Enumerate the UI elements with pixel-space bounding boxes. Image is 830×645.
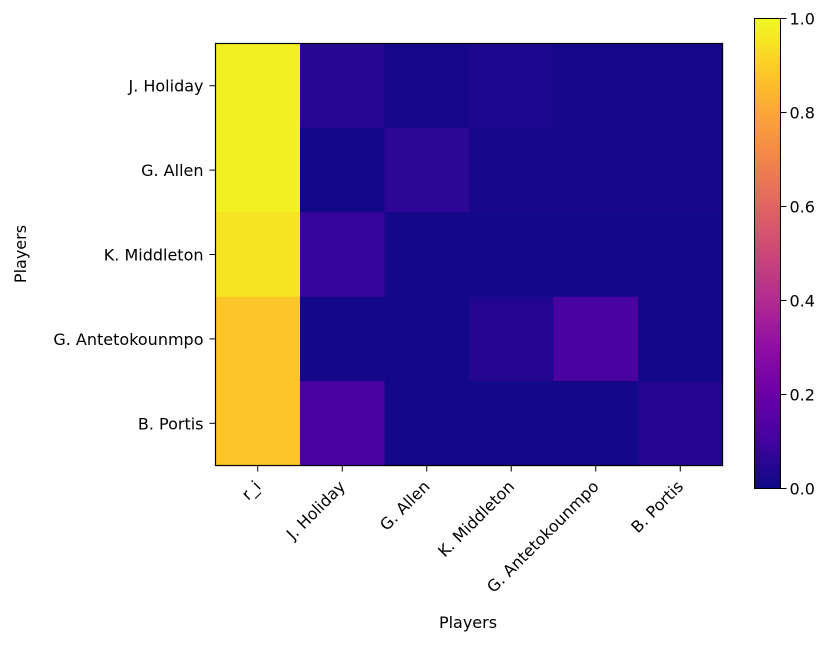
heatmap-cell [384, 43, 470, 129]
colorbar-tick-label: 1.0 [790, 10, 815, 29]
heatmap-cell [553, 296, 639, 382]
heatmap-cell [638, 212, 724, 298]
colorbar-tick-label: 0.0 [790, 480, 815, 499]
y-axis-ticks: J. Holiday G. Allen K. Middleton G. Antetok… [53, 77, 216, 433]
heatmap-cell [553, 43, 639, 129]
heatmap-cell [384, 127, 470, 213]
x-tick-label: K. Middleton [434, 477, 518, 561]
colorbar-tick-label: 0.4 [790, 292, 815, 311]
x-tick-label: G. Allen [376, 477, 434, 535]
heatmap-cells [215, 43, 724, 467]
heatmap-cell [215, 381, 301, 467]
x-tick-label: B. Portis [627, 477, 687, 537]
y-axis-title: Players [11, 225, 30, 283]
heatmap-cell [469, 381, 555, 467]
colorbar-ticks: 0.0 0.2 0.4 0.6 0.8 1.0 [780, 10, 815, 499]
heatmap-cell [215, 127, 301, 213]
y-tick-label: G. Allen [141, 161, 203, 180]
heatmap-cell [553, 381, 639, 467]
heatmap-cell [469, 43, 555, 129]
x-tick-label: J. Holiday [282, 477, 349, 544]
colorbar-tick-label: 0.8 [790, 104, 815, 123]
heatmap-cell [553, 212, 639, 298]
colorbar-tick-label: 0.6 [790, 198, 815, 217]
heatmap-cell [384, 296, 470, 382]
heatmap-cell [553, 127, 639, 213]
heatmap-cell [215, 296, 301, 382]
heatmap-cell [300, 296, 386, 382]
heatmap-cell [384, 381, 470, 467]
heatmap-cell [300, 43, 386, 129]
heatmap-cell [300, 381, 386, 467]
y-tick-label: K. Middleton [104, 246, 204, 265]
heatmap-cell [300, 212, 386, 298]
heatmap-cell [215, 212, 301, 298]
heatmap-cell [638, 296, 724, 382]
y-tick-label: B. Portis [138, 414, 204, 433]
x-tick-label: r_i [238, 477, 266, 505]
y-tick-label: G. Antetokounmpo [53, 330, 203, 349]
heatmap-cell [469, 127, 555, 213]
heatmap-cell [469, 212, 555, 298]
heatmap-cell [300, 127, 386, 213]
heatmap-cell [638, 127, 724, 213]
x-axis-title: Players [439, 613, 497, 632]
y-tick-label: J. Holiday [127, 77, 203, 96]
colorbar-tick-label: 0.2 [790, 386, 815, 405]
colorbar [754, 18, 781, 489]
heatmap-cell [384, 212, 470, 298]
heatmap-cell [469, 296, 555, 382]
heatmap-cell [215, 43, 301, 129]
heatmap-cell [638, 381, 724, 467]
heatmap-cell [638, 43, 724, 129]
